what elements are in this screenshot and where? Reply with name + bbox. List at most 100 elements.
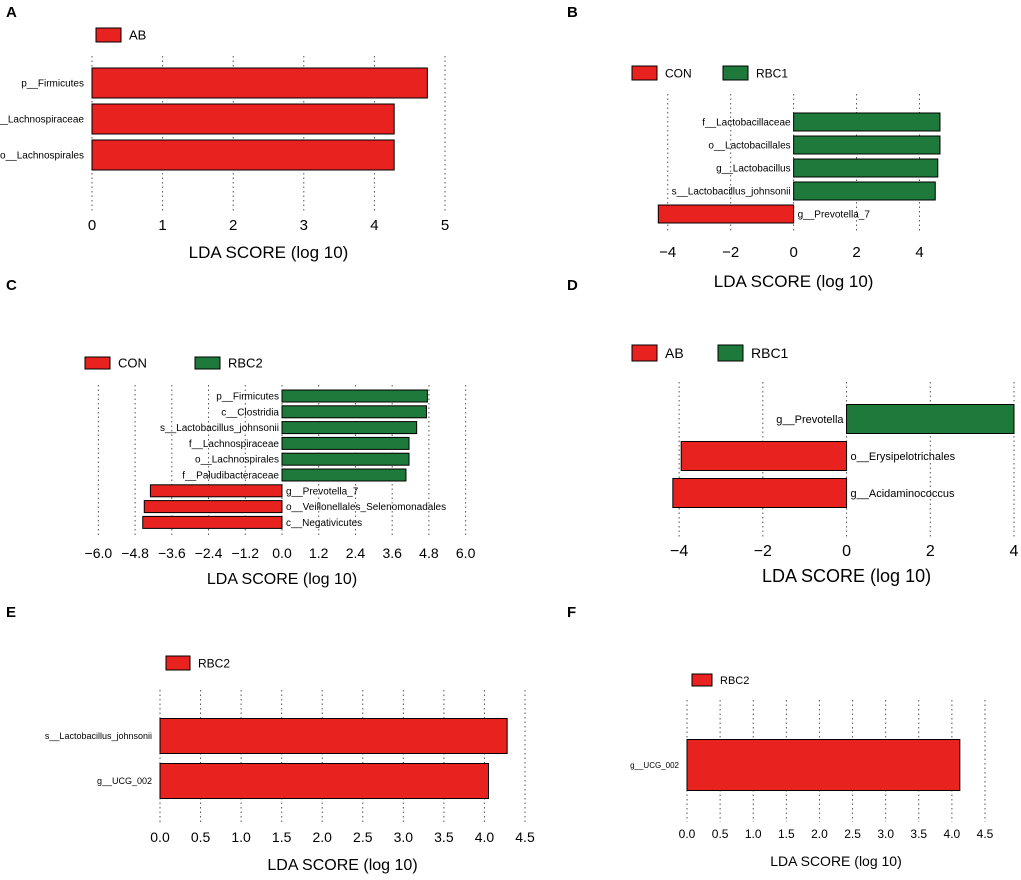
tick-label: −2: [722, 244, 739, 261]
legend-swatch: [84, 356, 111, 370]
tick-label: 3.0: [394, 829, 414, 845]
tick-label: 2: [926, 543, 935, 560]
bar: [281, 452, 410, 466]
tick-label: 3.0: [877, 827, 894, 841]
tick-label: 6.0: [456, 545, 476, 561]
tick-label: −1.2: [231, 545, 259, 561]
tick-label: 1.0: [745, 827, 762, 841]
tick-label: −4.8: [121, 545, 149, 561]
bar: [793, 158, 939, 178]
x-axis-label: LDA SCORE (log 10): [189, 243, 349, 262]
category-label: o__Erysipelotrichales: [851, 451, 956, 463]
category-label: p__Firmicutes: [21, 79, 84, 90]
legend-label: CON: [118, 356, 147, 371]
category-label: g__Prevotella: [776, 414, 844, 426]
tick-label: −6.0: [85, 545, 113, 561]
tick-label: 4: [1010, 543, 1019, 560]
legend-label: AB: [129, 28, 146, 43]
category-label: s__Lactobacillus_johnsonii: [672, 187, 791, 198]
tick-label: 0: [842, 543, 851, 560]
bar: [846, 404, 1015, 434]
x-axis-label: LDA SCORE (log 10): [762, 566, 931, 586]
tick-label: 0.0: [679, 827, 696, 841]
tick-label: 4.0: [475, 829, 495, 845]
category-label: s__Lactobacillus_johnsonii: [45, 731, 152, 741]
bar: [281, 421, 418, 435]
tick-label: 1.2: [309, 545, 329, 561]
category-label: f__Paludibacteraceae: [182, 471, 279, 482]
x-axis-label: LDA SCORE (log 10): [267, 857, 417, 874]
category-label: s__Lactobacillus_johnsonii: [160, 423, 279, 434]
tick-label: 4: [915, 244, 923, 261]
tick-label: −3.6: [158, 545, 186, 561]
legend-label: RBC2: [720, 675, 749, 687]
tick-label: 4.5: [515, 829, 535, 845]
legend-swatch: [691, 673, 713, 687]
category-label: o__Veillonellales_Selenomonadales: [286, 502, 446, 513]
bar: [281, 436, 410, 450]
tick-label: 2.5: [844, 827, 861, 841]
legend-swatch: [165, 655, 191, 671]
bar: [149, 484, 283, 498]
tick-label: 0.0: [150, 829, 170, 845]
tick-label: 1.5: [272, 829, 292, 845]
bar: [793, 112, 941, 132]
tick-label: −4: [659, 244, 676, 261]
x-axis-label: LDA SCORE (log 10): [770, 853, 902, 869]
lda-chart-a: p__Firmicutes f__Lachnospiraceae o__Lachno…: [0, 27, 449, 262]
bar: [91, 67, 428, 99]
bar: [686, 739, 961, 791]
tick-label: 2: [852, 244, 860, 261]
bar: [91, 103, 395, 135]
tick-label: 2.0: [312, 829, 332, 845]
bar: [281, 468, 407, 482]
category-label: f__Lactobacillaceae: [702, 118, 791, 129]
legend-label: CON: [665, 66, 692, 80]
lda-chart-e: s__Lactobacillus_johnsonii g__UCG_002 0.0 0…: [45, 655, 535, 874]
tick-label: 3.6: [382, 545, 402, 561]
panel-letter-d: D: [567, 277, 578, 294]
bar: [672, 478, 848, 508]
category-label: g__Acidaminococcus: [851, 488, 955, 500]
panel-letter-e: E: [6, 604, 17, 621]
x-axis-label: LDA SCORE (log 10): [714, 272, 874, 291]
legend-label: AB: [665, 345, 684, 361]
bar: [680, 441, 848, 471]
tick-label: 1: [158, 217, 166, 234]
category-label: g__UCG_002: [97, 776, 152, 786]
category-label: f__Lachnospiraceae: [189, 439, 280, 450]
x-axis-label: LDA SCORE (log 10): [207, 571, 357, 588]
tick-label: 3.5: [434, 829, 454, 845]
legend-label: RBC2: [228, 356, 263, 371]
bar: [142, 515, 283, 529]
tick-label: 0: [88, 217, 96, 234]
legend-swatch: [95, 27, 122, 43]
tick-label: 3.5: [910, 827, 927, 841]
tick-label: 0.0: [272, 545, 292, 561]
category-label: p__Firmicutes: [216, 392, 279, 403]
tick-label: 2.4: [346, 545, 366, 561]
tick-label: 1.0: [231, 829, 251, 845]
tick-label: 4: [370, 217, 378, 234]
bar: [281, 405, 427, 419]
tick-label: 2.0: [811, 827, 828, 841]
legend-label: RBC1: [756, 66, 788, 80]
category-label: g__Prevotella_7: [798, 210, 871, 221]
legend-label: RBC2: [198, 656, 230, 670]
legend-swatch: [194, 356, 221, 370]
tick-label: −2: [754, 543, 772, 560]
legend-label: RBC1: [751, 345, 789, 361]
tick-label: 5: [441, 217, 449, 234]
legend-swatch: [722, 65, 749, 81]
category-label: o__Lachnospirales: [195, 455, 279, 466]
tick-label: 3: [300, 217, 308, 234]
bar: [793, 181, 936, 201]
category-label: f__Lachnospiraceae: [0, 115, 84, 126]
bar: [91, 139, 395, 171]
lda-chart-d: g__Prevotella o__Erysipelotrichales g__Aci…: [631, 344, 1019, 586]
tick-label: 0: [789, 244, 797, 261]
tick-label: 4.5: [977, 827, 994, 841]
bar: [281, 389, 428, 403]
tick-label: 0.5: [712, 827, 729, 841]
